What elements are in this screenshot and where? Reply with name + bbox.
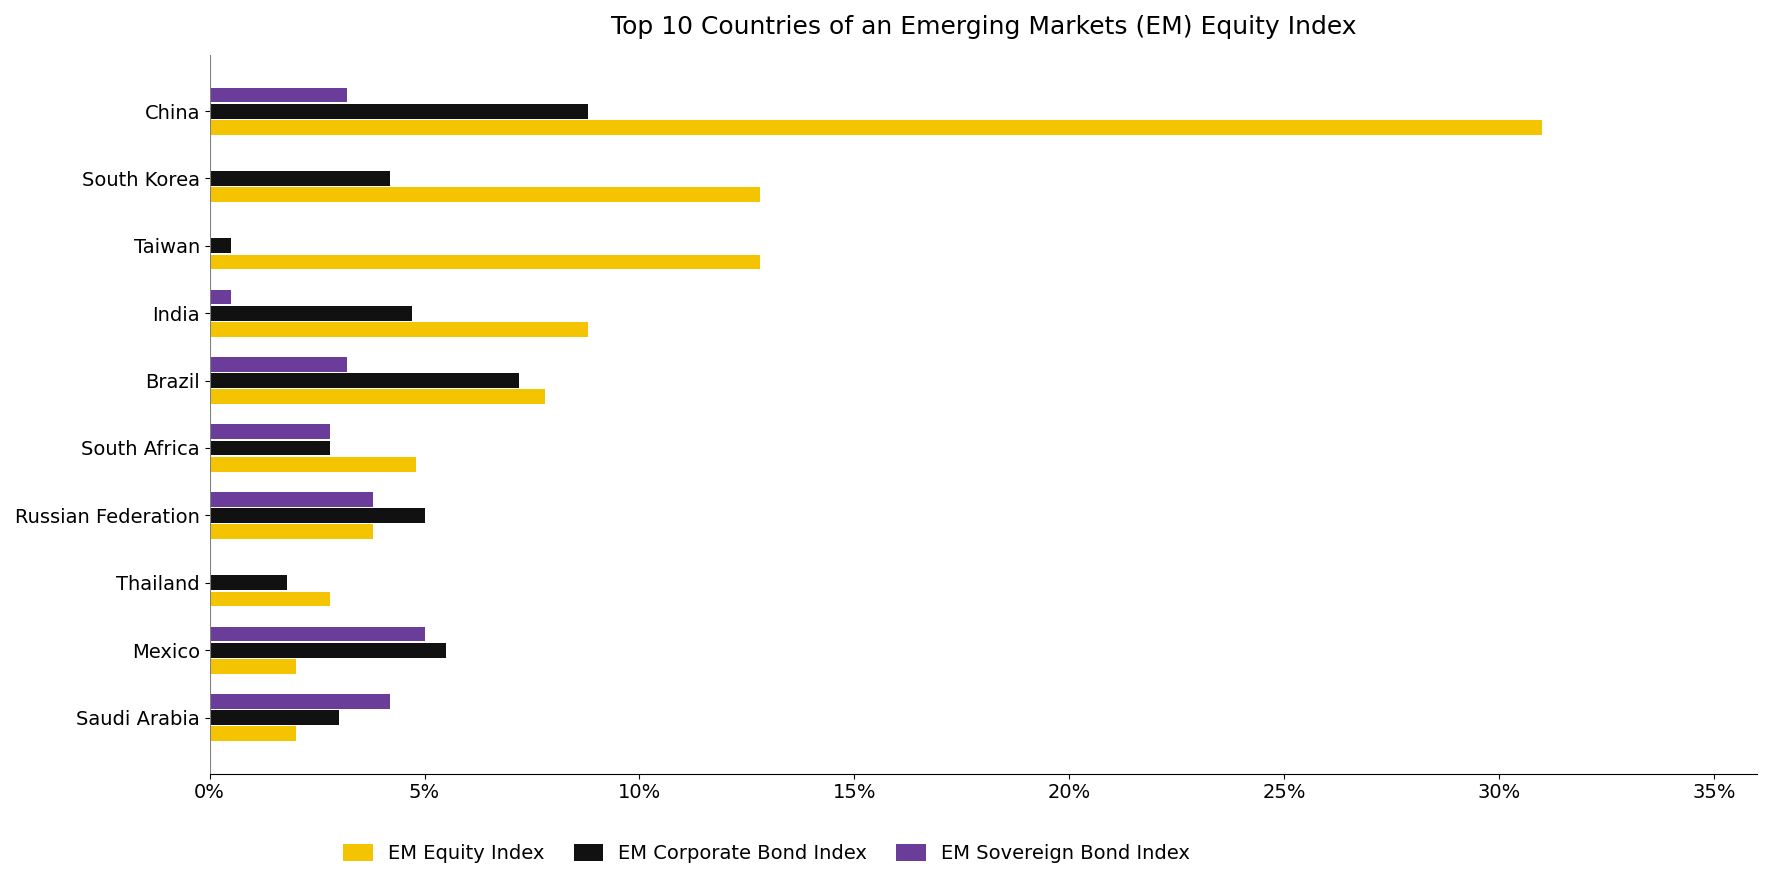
Bar: [209, 238, 230, 253]
Bar: [209, 389, 544, 404]
Bar: [209, 659, 296, 673]
Bar: [209, 710, 338, 725]
Bar: [209, 425, 330, 439]
Bar: [209, 492, 372, 506]
Bar: [209, 188, 760, 202]
Legend: EM Equity Index, EM Corporate Bond Index, EM Sovereign Bond Index: EM Equity Index, EM Corporate Bond Index…: [333, 834, 1200, 873]
Bar: [209, 441, 330, 456]
Bar: [209, 357, 347, 372]
Bar: [209, 727, 296, 741]
Bar: [209, 508, 425, 523]
Bar: [209, 643, 447, 658]
Title: Top 10 Countries of an Emerging Markets (EM) Equity Index: Top 10 Countries of an Emerging Markets …: [611, 15, 1356, 39]
Bar: [209, 524, 372, 539]
Bar: [209, 457, 416, 472]
Bar: [209, 104, 588, 119]
Bar: [209, 322, 588, 337]
Bar: [209, 171, 390, 186]
Bar: [209, 255, 760, 269]
Bar: [209, 575, 287, 590]
Bar: [209, 591, 330, 606]
Bar: [209, 289, 230, 304]
Bar: [209, 119, 1542, 135]
Bar: [209, 373, 519, 388]
Bar: [209, 694, 390, 709]
Bar: [209, 306, 411, 320]
Bar: [209, 88, 347, 103]
Bar: [209, 627, 425, 642]
